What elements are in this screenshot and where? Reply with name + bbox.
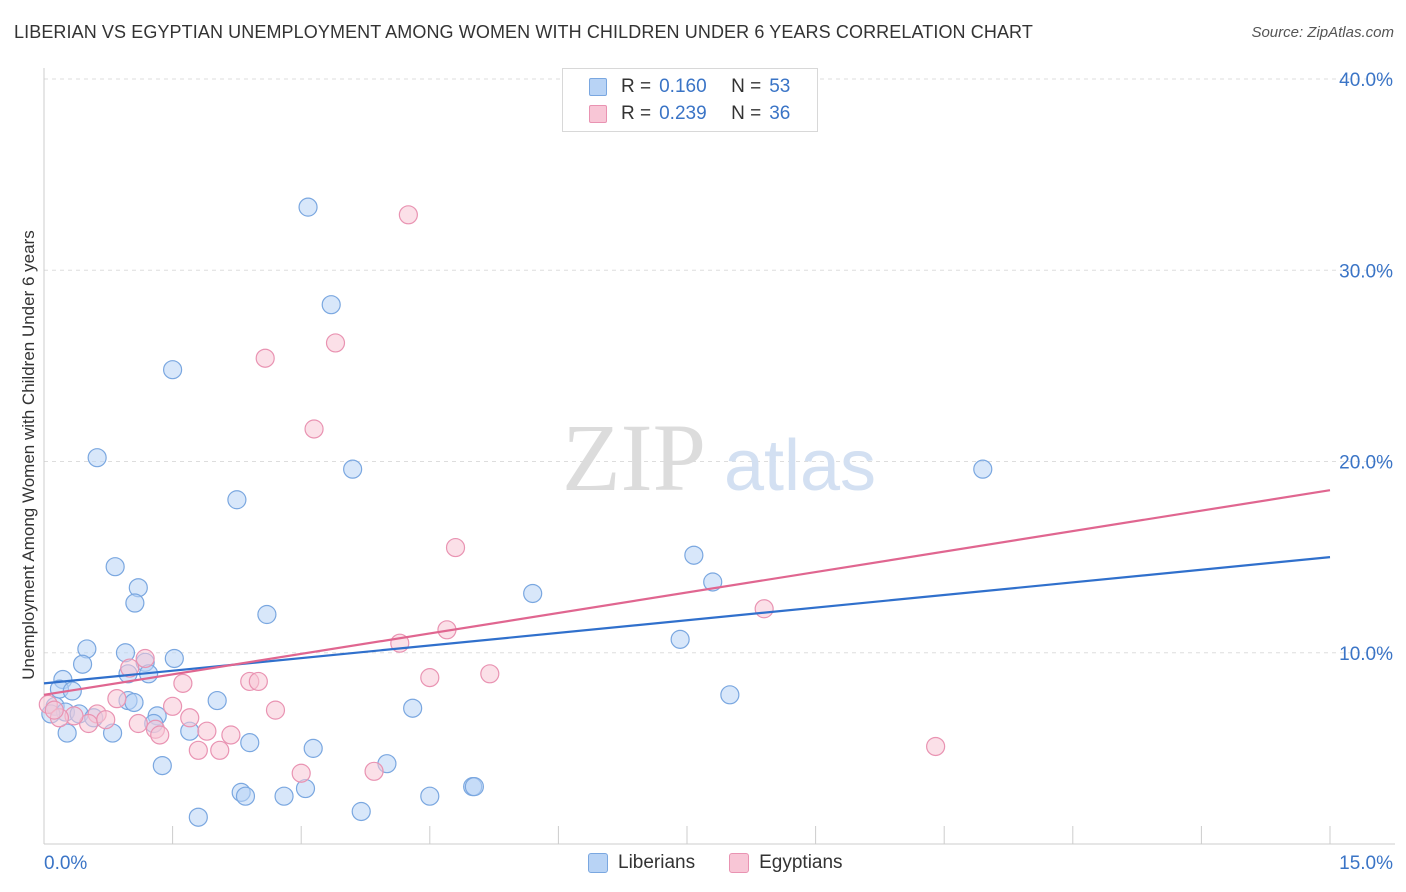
point-liberians — [298, 197, 318, 217]
point-egyptians — [128, 713, 148, 734]
legend-r-label: R = — [621, 103, 652, 124]
point-egyptians — [163, 696, 183, 716]
point-liberians — [125, 593, 145, 613]
point-egyptians — [420, 668, 440, 688]
watermark-zip: ZIP — [562, 404, 706, 511]
bottom-legend-liberians: Liberians — [588, 852, 695, 874]
point-liberians — [57, 723, 77, 743]
bottom-legend-swatch-egyptians — [729, 853, 750, 873]
point-egyptians — [107, 689, 127, 709]
point-liberians — [163, 360, 183, 380]
point-liberians — [240, 733, 260, 753]
legend-swatch-liberians — [589, 78, 607, 96]
source-label: Source: ZipAtlas.com — [1251, 24, 1394, 41]
point-liberians — [523, 583, 543, 604]
point-egyptians — [255, 348, 275, 368]
point-egyptians — [325, 333, 346, 353]
point-egyptians — [120, 658, 140, 678]
legend-r-value: 0.160 — [659, 76, 707, 97]
point-egyptians — [398, 205, 418, 225]
point-egyptians — [197, 721, 217, 741]
point-liberians — [973, 459, 993, 479]
point-egyptians — [150, 725, 170, 745]
bottom-legend-egyptians: Egyptians — [729, 852, 843, 874]
point-egyptians — [135, 648, 155, 669]
y-tick-label: 30.0% — [1339, 261, 1393, 282]
y-tick-label: 10.0% — [1339, 644, 1393, 665]
bottom-legend: Liberians Egyptians — [588, 852, 877, 874]
point-liberians — [152, 755, 172, 776]
point-liberians — [321, 295, 341, 315]
x-tick-label-max: 15.0% — [1339, 853, 1393, 874]
trend-line-liberians — [43, 556, 1331, 685]
point-egyptians — [480, 664, 500, 684]
y-axis-label: Unemployment Among Women with Children U… — [19, 230, 38, 679]
point-egyptians — [304, 419, 324, 439]
point-liberians — [464, 777, 484, 797]
point-liberians — [164, 648, 184, 669]
point-egyptians — [754, 599, 774, 619]
point-egyptians — [173, 673, 193, 693]
y-tick-label: 40.0% — [1339, 70, 1393, 91]
point-egyptians — [180, 708, 200, 728]
bottom-legend-label: Liberians — [618, 852, 696, 873]
legend-row-liberians: R = 0.160 N = 53 — [589, 75, 790, 99]
point-liberians — [105, 557, 125, 577]
legend-n-value: 53 — [769, 76, 791, 97]
point-liberians — [124, 692, 144, 713]
y-tick-labels: 10.0% 20.0% 30.0% 40.0% — [1339, 70, 1393, 665]
legend-row-egyptians: R = 0.239 N = 36 — [589, 102, 790, 126]
trend-line-egyptians — [43, 489, 1331, 696]
point-liberians — [87, 448, 107, 468]
y-tick-label: 20.0% — [1339, 453, 1393, 474]
point-egyptians — [210, 740, 230, 760]
point-liberians — [703, 572, 723, 592]
point-egyptians — [188, 740, 208, 760]
point-egyptians — [364, 761, 384, 781]
point-egyptians — [926, 736, 946, 757]
legend-swatch-egyptians — [589, 105, 607, 123]
point-liberians — [274, 786, 294, 806]
point-liberians — [684, 545, 704, 565]
point-egyptians — [265, 700, 286, 720]
point-liberians — [207, 690, 227, 711]
bottom-legend-swatch-liberians — [588, 853, 608, 873]
point-egyptians — [221, 725, 241, 745]
legend: R = 0.160 N = 53 R = 0.239 N = 36 — [562, 68, 818, 132]
point-liberians — [227, 490, 247, 510]
watermark: ZIP atlas — [562, 404, 876, 511]
point-liberians — [720, 685, 740, 705]
series-liberians-points — [41, 197, 993, 827]
point-liberians — [343, 459, 363, 479]
x-tick-labels: 0.0% 15.0% — [44, 853, 1393, 874]
legend-n-value: 36 — [769, 103, 791, 124]
point-liberians — [403, 698, 423, 718]
point-liberians — [351, 801, 371, 822]
point-egyptians — [445, 537, 466, 558]
legend-r-label: R = — [621, 76, 652, 97]
grid-lines — [44, 78, 1395, 654]
point-egyptians — [44, 700, 64, 720]
point-liberians — [420, 786, 440, 806]
point-egyptians — [96, 710, 116, 730]
point-liberians — [670, 629, 690, 649]
watermark-atlas: atlas — [724, 426, 876, 506]
legend-r-value: 0.239 — [659, 103, 707, 124]
axes — [43, 68, 1395, 845]
legend-n-label: N = — [731, 76, 762, 97]
trend-lines — [43, 489, 1331, 696]
bottom-legend-label: Egyptians — [759, 852, 843, 873]
legend-n-label: N = — [731, 103, 762, 124]
chart-title: LIBERIAN VS EGYPTIAN UNEMPLOYMENT AMONG … — [14, 22, 1033, 42]
point-egyptians — [248, 671, 268, 692]
point-liberians — [72, 654, 93, 674]
point-liberians — [257, 604, 277, 625]
x-tick-label-min: 0.0% — [44, 853, 87, 874]
point-liberians — [188, 807, 208, 827]
point-liberians — [303, 738, 323, 758]
point-liberians — [235, 786, 256, 806]
point-egyptians — [291, 763, 311, 783]
